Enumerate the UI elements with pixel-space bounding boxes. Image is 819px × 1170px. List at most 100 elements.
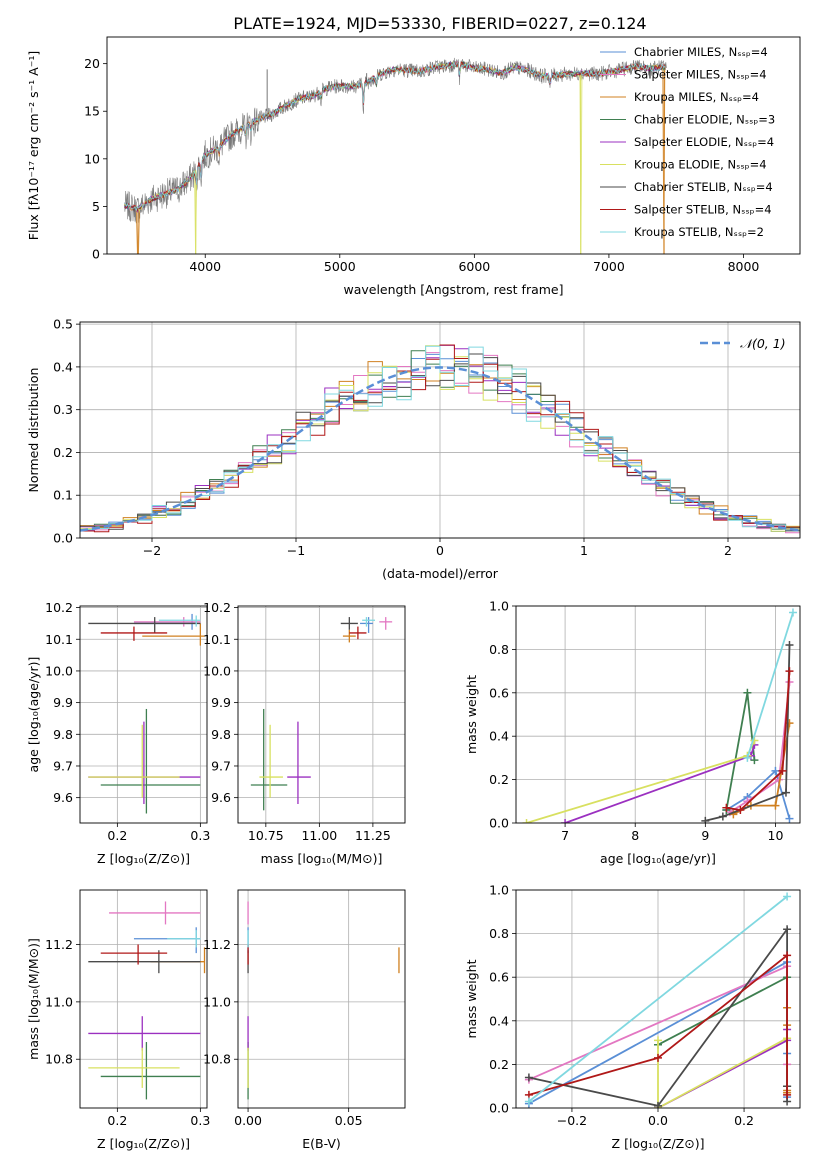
series-marker [771, 766, 780, 775]
series-line [657, 975, 788, 1087]
series-line [729, 681, 791, 813]
x-tick-label: 11.00 [301, 828, 337, 843]
legend-label: Salpeter MILES, Nₛₛₚ=4 [634, 68, 767, 82]
data-point-kroupa-stelib [158, 615, 201, 627]
series-marker [783, 951, 792, 960]
axes: 0.2 0.3 10.8 11.0 11.2 Z [log₁₀(Z/Z⊙)] mass [l… [26, 889, 210, 1151]
y-axis-label: Normed distribution [26, 368, 41, 493]
legend: Chabrier MILES, Nₛₛₚ=4 Salpeter MILES, Nₛ… [600, 45, 775, 239]
legend-label: Kroupa ELODIE, Nₛₛₚ=4 [634, 158, 767, 172]
y-axis-label: Flux [fλ10⁻¹⁷ erg cm⁻² s⁻¹ A⁻¹] [26, 51, 41, 240]
x-tick-label: 6000 [458, 259, 490, 274]
axes-frame [515, 605, 801, 824]
panel-residual_histogram: −2 −1 0 1 2 0.0 0.1 0.2 0.3 0.4 0.5 (data-model)/er… [26, 317, 801, 581]
data-point-kroupa-elodie [259, 724, 283, 798]
legend-label: Salpeter ELODIE, Nₛₛₚ=4 [634, 135, 774, 149]
series-line [528, 895, 788, 1103]
x-tick-label: 5000 [324, 259, 356, 274]
series-marker [522, 819, 531, 823]
series-marker [736, 805, 745, 814]
series-chabrier-stelib [701, 641, 794, 823]
plot-area [522, 608, 797, 823]
y-tick-label: 0.4 [489, 1013, 509, 1028]
data-point-salpeter-elodie [88, 1016, 201, 1051]
series-marker [788, 608, 797, 617]
y-tick-label: 11.0 [203, 994, 231, 1009]
data-point-chabrier-stelib [88, 617, 201, 633]
data-point-chabrier-stelib [340, 617, 358, 630]
y-tick-label: 10.1 [203, 632, 231, 647]
series-marker [654, 1101, 662, 1108]
plot-area [250, 617, 393, 811]
y-tick-label: 9.8 [53, 727, 73, 742]
model-line-chabrier-miles [124, 60, 665, 213]
plot-area [88, 613, 205, 814]
x-axis-label: age [log₁₀(age/yr)] [600, 851, 716, 866]
y-tick-label: 9.6 [53, 790, 73, 805]
y-tick-label: 0.3 [53, 402, 73, 417]
x-tick-label: 10 [768, 828, 784, 843]
axes-frame [106, 36, 801, 255]
series-kroupa-stelib [743, 608, 797, 762]
axes-frame [515, 889, 801, 1109]
axes: −2 −1 0 1 2 0.0 0.1 0.2 0.3 0.4 0.5 (data-model)/er… [26, 317, 801, 581]
x-tick-label: 11.25 [355, 828, 391, 843]
panel-age_vs_mass: 10.75 11.00 11.25 9.6 9.7 9.8 9.9 10.0 10.1 10.2 m… [203, 600, 406, 866]
axes-frame [237, 889, 406, 1109]
x-tick-label: −1 [287, 543, 305, 558]
y-tick-label: 10.2 [203, 600, 231, 615]
x-tick-label: 8000 [728, 259, 760, 274]
plot-area [124, 57, 667, 254]
grid-lines [80, 890, 207, 1108]
grid-lines [516, 605, 800, 824]
panel-mass_vs_Z: 0.2 0.3 10.8 11.0 11.2 Z [log₁₀(Z/Z⊙)] mass [l… [26, 889, 210, 1151]
axes-frame [79, 321, 801, 539]
x-tick-label: 0.3 [190, 1113, 210, 1128]
y-tick-label: 0.2 [489, 1057, 509, 1072]
y-tick-label: 0.2 [53, 445, 73, 460]
legend-label: Salpeter STELIB, Nₛₛₚ=4 [634, 203, 772, 217]
y-axis-label: age [log₁₀(age/yr)] [26, 657, 41, 773]
data-point-salpeter-miles [379, 617, 393, 630]
y-tick-label: 1.0 [489, 883, 509, 898]
grid-lines [80, 322, 800, 539]
series-line [705, 645, 791, 822]
x-axis-label: wavelength [Angstrom, rest frame] [343, 282, 563, 297]
x-tick-label: 0 [436, 543, 444, 558]
x-axis-label: Z [log₁₀(Z/Z⊙)] [97, 851, 190, 866]
data-point-kroupa-miles [142, 623, 205, 646]
axes: −0.2 0.0 0.2 0.0 0.2 0.4 0.6 0.8 1.0 Z [log₁₀(Z/Z… [464, 883, 801, 1151]
data-point-kroupa-stelib [167, 930, 201, 948]
legend-label: Kroupa MILES, Nₛₛₚ=4 [634, 90, 759, 104]
y-tick-label: 0.0 [489, 1101, 509, 1116]
x-axis-label: mass [log₁₀(M/M⊙)] [261, 851, 383, 866]
y-tick-label: 10.0 [203, 663, 231, 678]
y-tick-label: 10.1 [45, 632, 73, 647]
y-axis-label: mass weight [464, 675, 479, 754]
data-point-kroupa-miles [342, 629, 356, 643]
y-tick-label: 0.0 [53, 531, 73, 546]
series-marker [783, 1090, 792, 1099]
model-line-kroupa-stelib [124, 61, 666, 213]
plot-area [247, 901, 400, 1100]
series-kroupa-stelib [524, 892, 792, 1106]
series-line [746, 612, 794, 759]
x-axis-label: (data-model)/error [382, 566, 499, 581]
plot-area [524, 892, 792, 1108]
x-tick-label: 0.3 [190, 828, 210, 843]
model-line-salpeter-miles [124, 60, 666, 212]
data-point-chabrier-elodie [250, 708, 288, 811]
series-marker [743, 688, 752, 697]
y-tick-label: 15 [84, 104, 100, 119]
model-line-salpeter-elodie [124, 61, 666, 214]
series-marker [785, 814, 794, 823]
series-marker [654, 1036, 662, 1045]
panel-mass_vs_EBV: 0.00 0.05 10.8 11.0 11.2 E(B-V) [203, 889, 406, 1151]
series-salpeter-stelib [722, 667, 794, 814]
data-point-chabrier-elodie [100, 1042, 201, 1100]
x-axis-label: Z [log₁₀(Z/Z⊙)] [612, 1136, 705, 1151]
y-axis-label: mass [log₁₀(M/M⊙)] [26, 938, 41, 1060]
series-line [526, 740, 756, 823]
y-tick-label: 0.8 [489, 926, 509, 941]
